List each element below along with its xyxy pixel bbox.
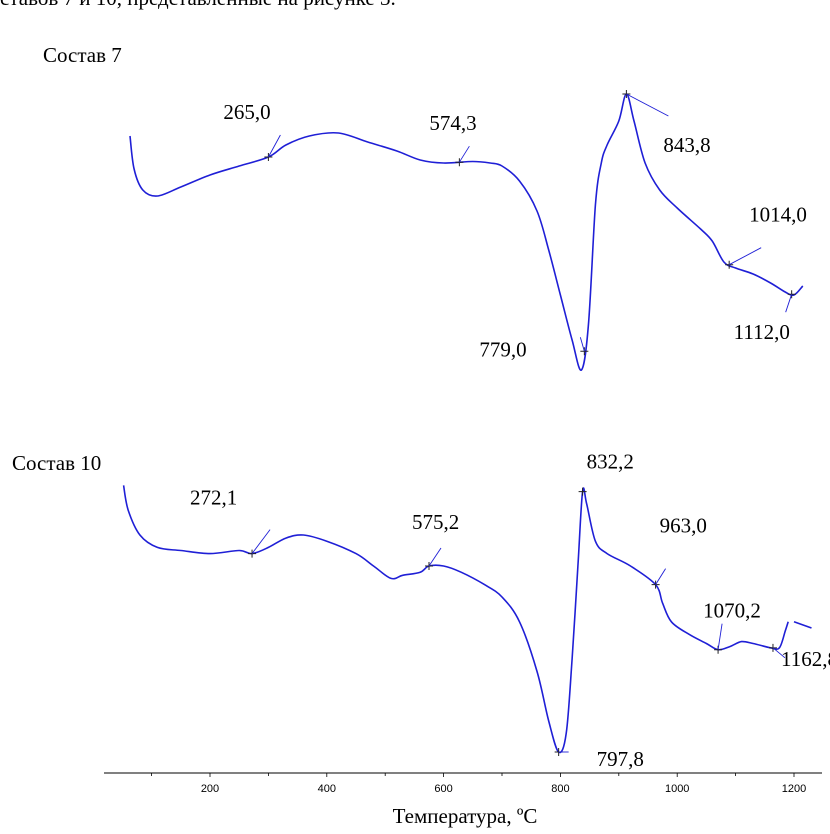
peak-marker: [578, 487, 587, 496]
peak-label: 963,0: [660, 514, 707, 538]
x-tick-label: 800: [551, 783, 569, 795]
series-label-1: Состав 7: [43, 43, 122, 67]
series-label-2: Состав 10: [12, 451, 101, 475]
peak-label: 843,8: [663, 133, 710, 157]
peak-leader-line: [772, 647, 786, 659]
x-tick-label: 1200: [782, 783, 806, 795]
series-line-2: [122, 485, 789, 754]
peak-leader-line: [655, 568, 666, 585]
peak-label: 1162,8: [781, 647, 830, 671]
peak-leader-line: [728, 247, 762, 266]
peak-leader-line: [785, 294, 793, 313]
x-tick-label: 400: [318, 783, 336, 795]
peak-label: 832,2: [587, 450, 634, 474]
peak-leader-line: [626, 93, 669, 117]
x-axis-title: Температура, ºС: [392, 804, 538, 828]
peak-label: 272,1: [190, 486, 237, 510]
peak-label: 797,8: [597, 747, 644, 771]
peak-leader-line: [579, 337, 585, 352]
peak-label: 1070,2: [703, 599, 761, 623]
peak-leader-line: [717, 623, 723, 650]
peak-label: 574,3: [429, 111, 476, 135]
x-tick-label: 1000: [665, 783, 689, 795]
x-tick-label: 200: [201, 783, 219, 795]
peak-label: 575,2: [412, 510, 459, 534]
peak-leader-line: [268, 134, 281, 158]
peak-label: 1014,0: [749, 203, 807, 227]
peak-label: 779,0: [479, 337, 526, 361]
caption-fragment: ставов 7 и 10, представленные на рисунке…: [0, 0, 396, 11]
peak-leader-line: [458, 145, 470, 163]
peak-label: 1112,0: [734, 320, 790, 344]
x-tick-label: 600: [434, 783, 452, 795]
peak-leader-line: [251, 529, 271, 554]
peak-leader-line: [428, 547, 442, 567]
peak-label: 265,0: [223, 100, 270, 124]
series-tail-2: [793, 621, 812, 629]
